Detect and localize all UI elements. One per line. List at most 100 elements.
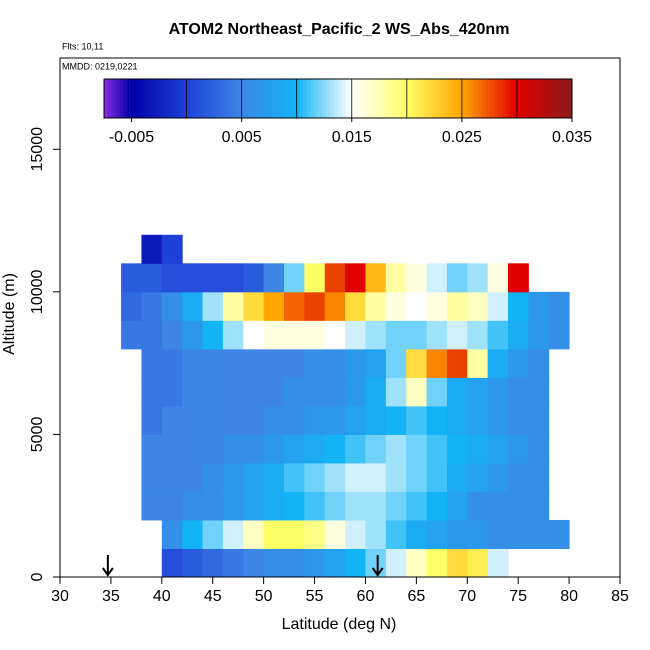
colorbar-swatch xyxy=(330,79,335,118)
heat-cell xyxy=(528,434,550,464)
heat-cell xyxy=(202,405,224,435)
colorbar-swatch xyxy=(338,79,343,118)
x-axis-label: Latitude (deg N) xyxy=(282,616,397,633)
heat-cell xyxy=(263,548,285,578)
colorbar-swatch xyxy=(536,79,542,118)
colorbar-swatch xyxy=(439,79,444,118)
y-tick-label: 10000 xyxy=(29,269,46,314)
heat-cell xyxy=(446,263,468,293)
heat-cell xyxy=(263,320,285,350)
heat-cell xyxy=(426,320,448,350)
heat-cell xyxy=(528,462,550,492)
colorbar-swatch xyxy=(470,79,475,118)
heat-cell xyxy=(385,462,407,492)
heat-cell xyxy=(446,491,468,521)
heat-cell xyxy=(365,434,387,464)
heat-cell xyxy=(467,348,489,378)
colorbar-swatch xyxy=(154,79,160,118)
heat-cell xyxy=(324,377,346,407)
colorbar-swatch xyxy=(482,79,487,118)
x-tick-label: 75 xyxy=(509,588,527,605)
heat-cell xyxy=(284,405,305,435)
heat-cell xyxy=(202,320,224,350)
y-tick-label: 15000 xyxy=(29,127,46,172)
heat-cell xyxy=(304,405,326,435)
colorbar-swatch xyxy=(529,79,534,118)
heat-cell xyxy=(263,462,285,492)
heat-cell xyxy=(467,320,489,350)
heat-cell xyxy=(263,405,285,435)
heat-cell xyxy=(446,320,468,350)
colorbar-swatch xyxy=(509,79,514,118)
colorbar-swatch xyxy=(104,79,109,118)
heat-cell xyxy=(508,491,529,521)
heat-cell xyxy=(161,377,183,407)
heat-cell xyxy=(161,462,183,492)
colorbar-swatch xyxy=(310,79,316,118)
heat-cell xyxy=(161,291,183,321)
heat-cell xyxy=(324,548,346,578)
heat-cell xyxy=(141,434,163,464)
x-tick-label: 45 xyxy=(204,588,222,605)
colorbar-swatch xyxy=(287,79,292,118)
heat-cell xyxy=(508,462,529,492)
heat-cell xyxy=(284,434,305,464)
heat-cell xyxy=(345,291,366,321)
heat-cell xyxy=(446,377,468,407)
colorbar-swatch xyxy=(146,79,152,118)
colorbar-swatch xyxy=(240,79,245,118)
colorbar-swatch xyxy=(369,79,374,118)
heat-cell xyxy=(182,377,204,407)
colorbar-swatch xyxy=(564,79,569,118)
heat-cell xyxy=(324,491,346,521)
heat-cell xyxy=(426,462,448,492)
heat-cell xyxy=(508,263,529,293)
heat-cell xyxy=(182,548,204,578)
colorbar-swatch xyxy=(213,79,218,118)
x-tick-label: 85 xyxy=(611,588,629,605)
colorbar-swatch xyxy=(314,79,319,118)
heat-cell xyxy=(304,377,326,407)
colorbar-swatch xyxy=(135,79,140,118)
heat-cell xyxy=(222,263,244,293)
heat-cell xyxy=(406,291,428,321)
heat-cell xyxy=(426,434,448,464)
heat-cell xyxy=(365,263,387,293)
colorbar-swatch xyxy=(119,79,124,118)
heat-cell xyxy=(508,377,529,407)
y-axis-label: Altitude (m) xyxy=(1,273,18,355)
heat-cell xyxy=(161,320,183,350)
colorbar-swatch xyxy=(209,79,214,118)
heat-cell xyxy=(202,377,224,407)
heat-cell xyxy=(365,491,387,521)
heat-cell xyxy=(202,263,224,293)
colorbar-swatch xyxy=(505,79,511,118)
heat-cell xyxy=(243,491,265,521)
y-tick-label: 0 xyxy=(29,572,46,581)
heat-cell xyxy=(426,548,448,578)
heat-cell xyxy=(284,348,305,378)
heat-cell xyxy=(426,263,448,293)
heat-cell xyxy=(508,434,529,464)
chart-title: ATOM2 Northeast_Pacific_2 WS_Abs_420nm xyxy=(169,21,510,38)
colorbar-swatch xyxy=(170,79,175,118)
colorbar-swatch xyxy=(521,79,526,118)
colorbar-swatch xyxy=(295,79,300,118)
colorbar-tick-label: 0.025 xyxy=(442,129,482,146)
heat-cell xyxy=(243,263,265,293)
arrow-head xyxy=(371,567,384,577)
colorbar-swatch xyxy=(221,79,226,118)
colorbar-swatch xyxy=(474,79,479,118)
heat-cell xyxy=(528,291,550,321)
heat-cell xyxy=(222,348,244,378)
heat-cell xyxy=(426,405,448,435)
heat-cell xyxy=(487,491,509,521)
heat-cell xyxy=(202,348,224,378)
heat-cell xyxy=(243,348,265,378)
colorbar-swatch xyxy=(513,79,518,118)
heat-cell xyxy=(202,548,224,578)
heat-cell xyxy=(406,320,428,350)
colorbar-swatch xyxy=(299,79,304,118)
colorbar-tick-label: 0.015 xyxy=(332,129,372,146)
colorbar-swatch xyxy=(178,79,183,118)
